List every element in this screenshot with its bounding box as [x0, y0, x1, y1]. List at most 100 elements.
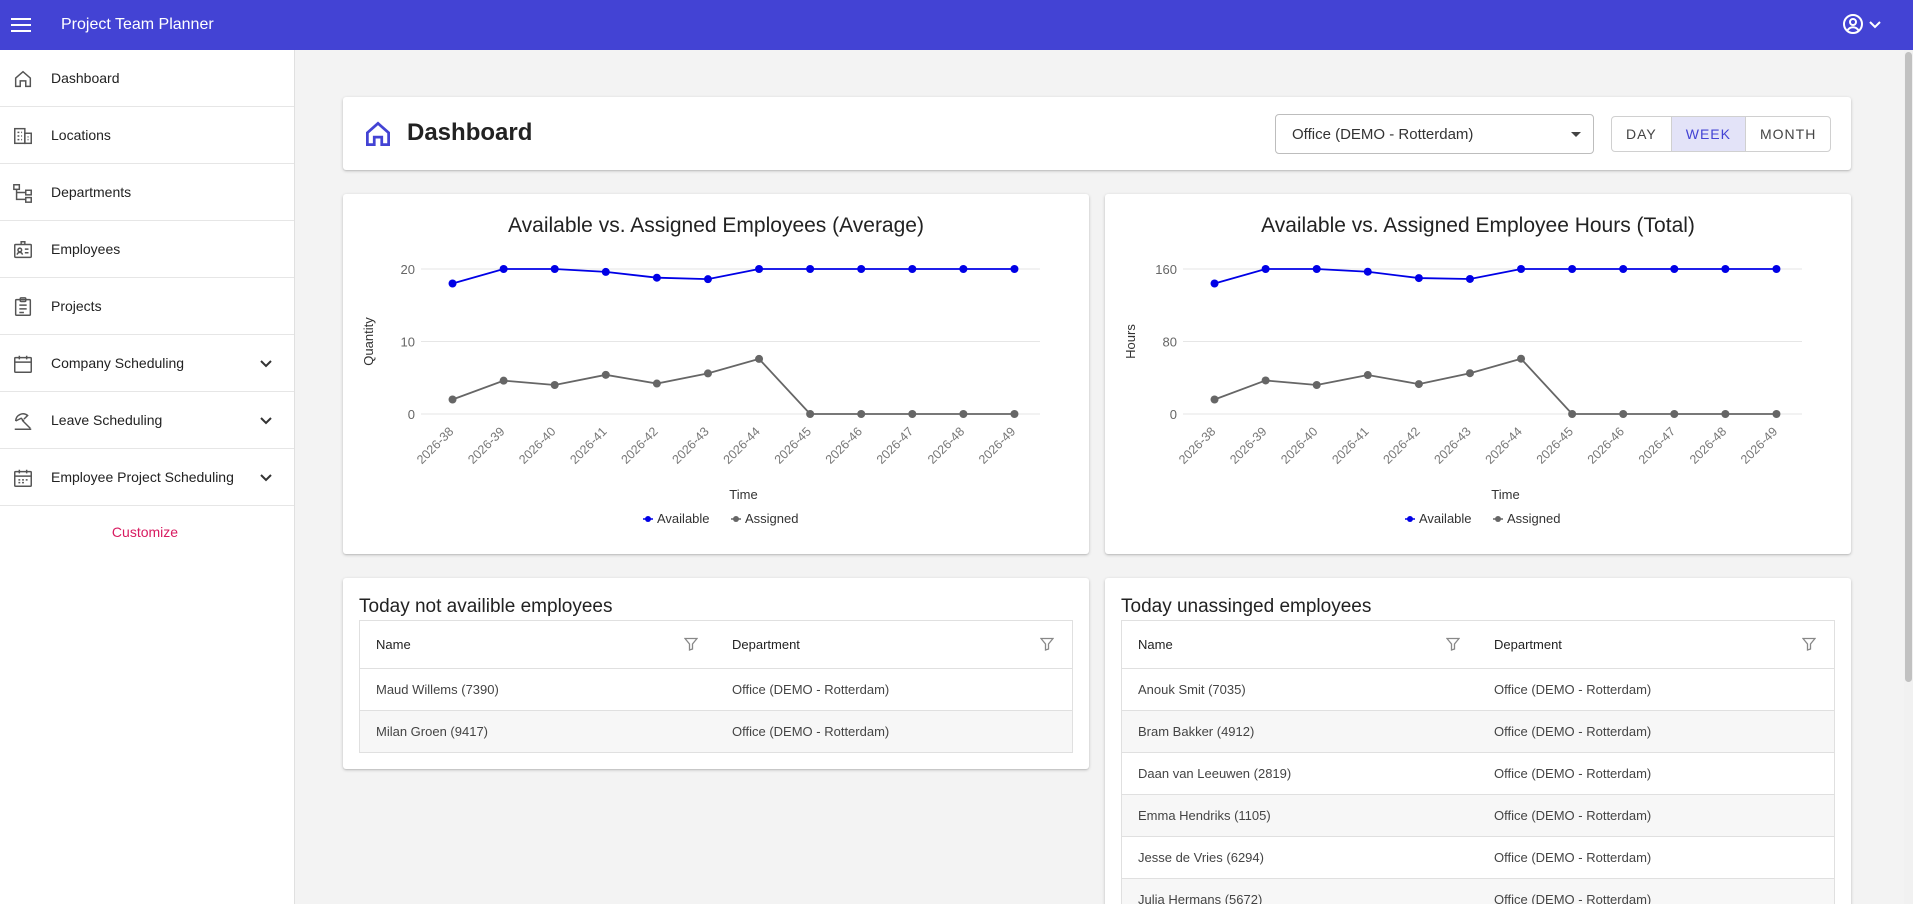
table-row[interactable]: Maud Willems (7390) Office (DEMO - Rotte…	[359, 668, 1073, 711]
x-tick-label: 2026-48	[1687, 424, 1729, 466]
unassigned-table: Name Department Anouk Smit (7035) Office …	[1121, 620, 1835, 904]
table-row[interactable]: Daan van Leeuwen (2819) Office (DEMO - Ro…	[1121, 752, 1835, 795]
x-tick-label: 2026-47	[874, 424, 916, 466]
cell-name: Anouk Smit (7035)	[1121, 668, 1478, 711]
sidebar-item-employee-project-scheduling[interactable]: Employee Project Scheduling	[0, 449, 294, 506]
scrollbar-thumb[interactable]	[1905, 52, 1912, 682]
hours-chart: Available vs. Assigned Employee Hours (T…	[1123, 214, 1802, 526]
data-point	[908, 265, 917, 273]
sidebar-item-label: Departments	[51, 184, 132, 200]
filter-icon[interactable]	[1040, 637, 1054, 651]
sidebar-item-label: Employees	[51, 241, 121, 257]
data-point	[1465, 369, 1474, 378]
table-row[interactable]: Anouk Smit (7035) Office (DEMO - Rotterda…	[1121, 668, 1835, 711]
column-header-name: Name	[359, 620, 716, 669]
filter-icon[interactable]	[684, 637, 698, 651]
data-point	[1010, 265, 1019, 273]
unassigned-title: Today unassinged employees	[1121, 596, 1372, 617]
cell-name: Emma Hendriks (1105)	[1121, 794, 1478, 837]
data-point	[1772, 265, 1781, 273]
cell-name: Daan van Leeuwen (2819)	[1121, 752, 1478, 795]
x-axis-label: Time	[1491, 487, 1519, 502]
data-point	[755, 354, 764, 363]
sidebar-item-company-scheduling[interactable]: Company Scheduling	[0, 335, 294, 392]
range-toggle: DAY WEEK MONTH	[1611, 116, 1832, 152]
app-title: Project Team Planner	[61, 16, 214, 33]
data-point	[1312, 265, 1321, 273]
data-point	[550, 381, 559, 389]
filter-icon[interactable]	[1446, 637, 1460, 651]
cell-name: Milan Groen (9417)	[359, 710, 716, 753]
x-tick-label: 2026-43	[669, 424, 711, 466]
cell-name: Bram Bakker (4912)	[1121, 710, 1478, 753]
location-select[interactable]: Office (DEMO - Rotterdam)	[1275, 114, 1594, 154]
x-tick-label: 2026-46	[823, 424, 865, 466]
data-point	[1414, 380, 1423, 389]
sidebar-item-leave-scheduling[interactable]: Leave Scheduling	[0, 392, 294, 449]
sidebar-item-label: Employee Project Scheduling	[51, 469, 234, 485]
table-row[interactable]: Bram Bakker (4912) Office (DEMO - Rotterd…	[1121, 710, 1835, 753]
not-available-table: Name Department Maud Willems (7390) Offi…	[359, 620, 1073, 753]
data-point	[1619, 410, 1628, 418]
data-point	[1721, 265, 1730, 273]
chevron-down-icon[interactable]	[258, 412, 274, 428]
series-line-assigned	[1214, 357, 1777, 415]
chart-title: Available vs. Assigned Employee Hours (T…	[1261, 214, 1695, 237]
sidebar-item-departments[interactable]: Departments	[0, 164, 294, 221]
x-tick-label: 2026-41	[567, 424, 609, 466]
cell-department: Office (DEMO - Rotterdam)	[1478, 836, 1835, 879]
y-axis-label: Quantity	[361, 317, 376, 366]
data-point	[703, 275, 712, 284]
table-row[interactable]: Milan Groen (9417) Office (DEMO - Rotter…	[359, 710, 1073, 753]
table-row[interactable]: Jesse de Vries (6294) Office (DEMO - Rott…	[1121, 836, 1835, 879]
sidebar-item-label: Dashboard	[51, 70, 120, 86]
x-tick-label: 2026-47	[1636, 424, 1678, 466]
cell-name: Julia Hermans (5672)	[1121, 878, 1478, 904]
dropdown-arrow-icon	[1571, 132, 1581, 137]
legend-label: Assigned	[1507, 511, 1560, 526]
location-select-value: Office (DEMO - Rotterdam)	[1292, 126, 1474, 143]
sidebar-item-dashboard[interactable]: Dashboard	[0, 50, 294, 107]
data-point	[1517, 265, 1526, 273]
account-menu[interactable]	[1841, 12, 1883, 36]
x-tick-label: 2026-43	[1431, 424, 1473, 466]
range-day-button[interactable]: DAY	[1612, 117, 1672, 151]
filter-icon[interactable]	[1802, 637, 1816, 651]
x-tick-label: 2026-39	[465, 424, 507, 466]
series-line-assigned	[452, 357, 1015, 415]
table-row[interactable]: Julia Hermans (5672) Office (DEMO - Rotte…	[1121, 878, 1835, 904]
building-icon	[14, 127, 32, 145]
menu-icon[interactable]	[11, 18, 31, 32]
not-available-card: Today not availible employees Name Depar…	[343, 578, 1089, 769]
cell-department: Office (DEMO - Rotterdam)	[716, 710, 1073, 753]
data-point	[959, 410, 968, 418]
legend-label: Assigned	[745, 511, 798, 526]
sidebar-item-label: Leave Scheduling	[51, 412, 163, 428]
data-point	[1010, 410, 1019, 418]
range-week-button[interactable]: WEEK	[1671, 117, 1746, 151]
cell-department: Office (DEMO - Rotterdam)	[716, 668, 1073, 711]
x-tick-label: 2026-49	[1738, 424, 1780, 466]
page-title: Dashboard	[407, 119, 533, 146]
data-point	[806, 265, 815, 273]
chevron-down-icon[interactable]	[258, 469, 274, 485]
page-scrollbar[interactable]	[1904, 50, 1913, 904]
cell-department: Office (DEMO - Rotterdam)	[1478, 752, 1835, 795]
data-point	[755, 265, 764, 273]
range-month-button[interactable]: MONTH	[1759, 126, 1817, 142]
data-point	[1619, 265, 1628, 273]
data-point	[448, 279, 457, 288]
home-icon	[14, 70, 32, 88]
sidebar-item-locations[interactable]: Locations	[0, 107, 294, 164]
legend-label: Available	[657, 511, 710, 526]
x-tick-label: 2026-45	[1534, 424, 1576, 466]
data-point	[1210, 279, 1219, 288]
series-line-available	[1214, 268, 1777, 285]
data-point	[1363, 371, 1372, 380]
sidebar-item-projects[interactable]: Projects	[0, 278, 294, 335]
chevron-down-icon[interactable]	[258, 355, 274, 371]
sidebar-item-employees[interactable]: Employees	[0, 221, 294, 278]
data-point	[1414, 274, 1423, 283]
table-row[interactable]: Emma Hendriks (1105) Office (DEMO - Rotte…	[1121, 794, 1835, 837]
customize-link[interactable]: Customize	[111, 524, 179, 540]
